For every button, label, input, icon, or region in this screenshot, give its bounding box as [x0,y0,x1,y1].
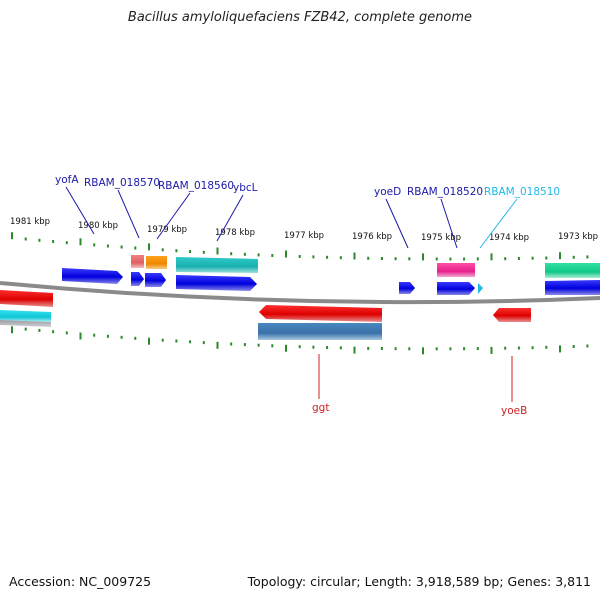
gene-arrow-forward[interactable] [62,268,123,284]
gene-arrow-reverse[interactable] [0,290,53,307]
leader-line [385,198,409,249]
gene-block[interactable] [545,263,600,278]
gene-label-rbam-018560[interactable]: RBAM_018560 [158,180,234,192]
topology-text: Topology: circular; Length: 3,918,589 bp… [247,574,591,589]
gene-arrow-forward[interactable] [437,282,475,295]
gene-label-rbam-018570[interactable]: RBAM_018570 [84,177,160,189]
gene-arrow-reverse[interactable] [493,308,531,322]
scale-ticks-top [11,232,589,261]
gene-arrow-forward[interactable] [176,257,258,273]
gene-block[interactable] [131,255,144,268]
scale-label: 1977 kbp [284,231,324,241]
gene-label-rbam-018510[interactable]: RBAM_018510 [484,186,560,198]
gene-arrow-forward[interactable] [131,272,144,286]
gene-arrow-forward[interactable] [145,273,166,287]
gene-label-yofA[interactable]: yofA [55,174,79,186]
gene-arrow-reverse[interactable] [259,305,382,322]
gene-arrow-forward[interactable] [478,283,483,294]
gene-block[interactable] [437,263,475,277]
scale-label: 1978 kbp [215,228,255,238]
scale-label: 1980 kbp [78,221,118,231]
gene-arrow-forward[interactable] [545,280,600,295]
scale-label: 1974 kbp [489,233,529,243]
gene-arrow-forward[interactable] [176,275,257,291]
leader-line [479,198,518,249]
scale-ticks-bottom [11,326,589,355]
accession-text: Accession: NC_009725 [9,574,152,589]
scale-label: 1976 kbp [352,232,392,242]
scale-label: 1981 kbp [10,217,50,227]
leader-line [65,186,95,235]
leader-line [216,194,244,242]
gene-label-yoeD[interactable]: yoeD [374,186,401,198]
scale-label: 1979 kbp [147,225,187,235]
gene-block[interactable] [146,256,167,269]
scale-label: 1975 kbp [421,233,461,243]
leader-line [156,192,191,240]
leader-line [440,198,458,249]
genome-backbone [0,281,600,305]
gene-label-rbam-018520[interactable]: RBAM_018520 [407,186,483,198]
gene-label-ybcL[interactable]: ybcL [233,182,258,194]
map-title: Bacillus amyloliquefaciens FZB42, comple… [127,10,473,25]
gene-label-yoeB[interactable]: yoeB [501,405,527,417]
gene-arrow-reverse[interactable] [0,310,51,322]
scale-label: 1973 kbp [558,232,598,242]
gene-arrow-reverse[interactable] [0,320,51,327]
gene-arrow-forward[interactable] [399,282,415,294]
leader-line [117,189,140,239]
gene-block[interactable] [258,323,382,340]
gene-label-ggt[interactable]: ggt [312,402,329,414]
